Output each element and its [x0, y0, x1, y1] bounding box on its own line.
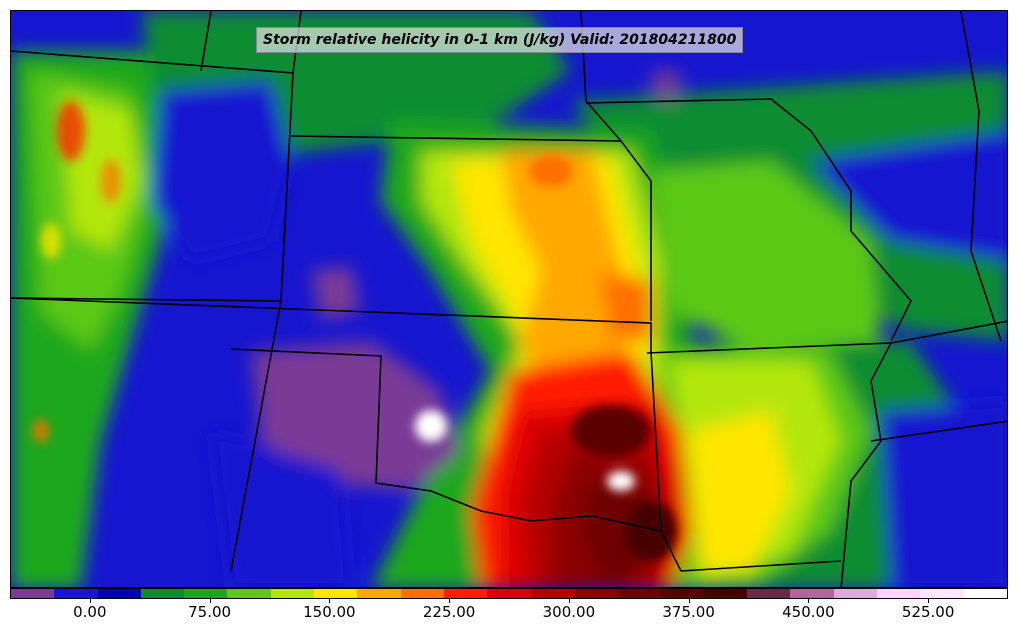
- colorbar-tick-label: 75.00: [188, 603, 232, 621]
- colorbar-tick: [209, 599, 211, 603]
- colorbar-ticks: 0.00 75.00 150.00 225.00 300.00 375.00 450.00 5…: [10, 599, 1008, 633]
- colorbar-swatch: [790, 589, 834, 598]
- colorbar-tick-label: 0.00: [73, 603, 107, 621]
- colorbar-swatch: [11, 589, 55, 598]
- colorbar-swatch: [140, 589, 185, 598]
- helicity-detail: [33, 101, 677, 561]
- colorbar-swatch: [833, 589, 877, 598]
- colorbar-tick-label: 225.00: [422, 603, 476, 621]
- colorbar-tick: [329, 599, 331, 603]
- colorbar-swatch: [400, 589, 444, 598]
- colorbar-swatch: [876, 589, 921, 598]
- colorbar-swatch: [97, 589, 141, 598]
- colorbar-swatch: [443, 589, 488, 598]
- colorbar-tick: [89, 599, 91, 603]
- colorbar-tick-label: 450.00: [782, 603, 835, 621]
- colorbar-tick: [808, 599, 810, 603]
- colorbar-swatch: [747, 589, 791, 598]
- map-title: Storm relative helicity in 0-1 km (J/kg)…: [256, 27, 744, 53]
- colorbar-swatch: [184, 589, 228, 598]
- colorbar-swatch: [530, 589, 574, 598]
- colorbar-swatch: [227, 589, 271, 598]
- colorbar-swatch: [54, 589, 98, 598]
- colorbar-swatch: [660, 589, 704, 598]
- colorbar-tick: [688, 599, 690, 603]
- helicity-field: [11, 11, 1007, 587]
- colorbar-tick-label: 150.00: [303, 603, 356, 621]
- colorbar-swatch: [703, 589, 748, 598]
- colorbar-tick-label: 525.00: [901, 603, 955, 621]
- colorbar-swatch: [963, 589, 1007, 598]
- colorbar-swatch: [617, 589, 661, 598]
- colorbar-tick: [449, 599, 451, 603]
- colorbar-swatch: [920, 589, 964, 598]
- colorbar-swatch: [357, 589, 401, 598]
- colorbar-tick: [928, 599, 930, 603]
- helicity-map: Storm relative helicity in 0-1 km (J/kg)…: [10, 10, 1008, 588]
- colorbar-swatch: [487, 589, 531, 598]
- map-canvas: [11, 11, 1007, 587]
- colorbar-swatch: [573, 589, 618, 598]
- colorbar-tick-label: 375.00: [662, 603, 715, 621]
- colorbar-tick: [568, 599, 570, 603]
- colorbar-tick-label: 300.00: [542, 603, 596, 621]
- colorbar-swatch: [314, 589, 358, 598]
- colorbar: [10, 588, 1008, 599]
- colorbar-swatch: [270, 589, 315, 598]
- state-boundaries: [11, 11, 1007, 587]
